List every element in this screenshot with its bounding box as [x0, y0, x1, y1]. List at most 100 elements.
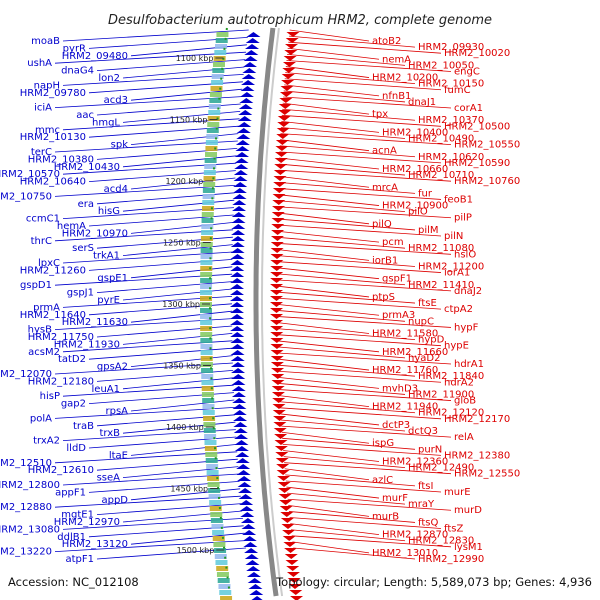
gene-label: atpF1	[65, 554, 94, 565]
gene-label: pcm	[382, 237, 404, 248]
gene-connector	[276, 291, 416, 304]
gene-connector	[276, 242, 452, 255]
gene-label: azlC	[372, 475, 393, 486]
gene-connector	[287, 498, 452, 511]
gene-label: nemA	[382, 54, 411, 65]
gene-label: HRM2_12490	[408, 463, 474, 474]
gene-label: acd4	[104, 184, 128, 195]
gene-label: iorB1	[372, 255, 398, 266]
gene-label: gloB	[454, 396, 476, 407]
gene-label: pilM	[418, 225, 439, 236]
gene-connector	[276, 340, 380, 353]
gene-label: HRM2_12070	[0, 369, 52, 380]
gene-connector	[130, 133, 239, 145]
gene-connector	[276, 224, 442, 237]
gene-label: lysM1	[454, 542, 483, 553]
gene-label: tpx	[372, 109, 388, 120]
gene-label: atoB2	[372, 36, 401, 47]
gene-label: HRM2_11630	[62, 317, 128, 328]
gene-connector	[279, 145, 416, 158]
scale-tick-label: 1500 kbp	[177, 546, 215, 555]
gene-label: HRM2_10760	[454, 176, 520, 187]
gene-label: HRM2_12120	[418, 408, 484, 419]
gene-connector	[279, 157, 380, 170]
gene-connector	[281, 114, 442, 127]
gene-connector	[281, 425, 452, 438]
gene-label: sseA	[97, 473, 121, 484]
gene-label: HRM2_11410	[408, 280, 474, 291]
gene-label: dctP3	[382, 420, 410, 431]
gene-label: hslO	[454, 249, 476, 260]
gene-label: HRM2_12830	[408, 536, 474, 547]
gene-connector	[286, 60, 452, 72]
gene-label: lpxC	[38, 258, 60, 269]
gene-label: hdrA1	[454, 359, 484, 370]
gene-connector	[122, 199, 235, 212]
gene-connector	[285, 66, 370, 78]
gene-connector	[293, 547, 416, 560]
gene-label: gspF1	[382, 274, 412, 285]
gene-connector	[122, 66, 245, 79]
gene-label: hmgL	[92, 117, 120, 128]
gene-connector	[122, 333, 233, 345]
gene-connector	[285, 72, 416, 85]
gene-connector	[280, 127, 406, 139]
gene-label: HRM2_13010	[372, 548, 438, 559]
gene-label: HRM2_12970	[54, 517, 120, 528]
gene-label: trxA2	[33, 436, 60, 447]
gene-connector	[280, 413, 380, 426]
gene-label: HRM2_11900	[408, 389, 474, 400]
gene-connector	[278, 376, 380, 389]
gene-label: HRM2_10200	[372, 73, 438, 84]
gene-connector	[130, 488, 241, 501]
gene-connector	[54, 407, 235, 419]
gene-connector	[277, 200, 406, 213]
gene-label: HRM2_13120	[62, 539, 128, 550]
gene-label: pyrR	[63, 43, 86, 54]
gene-connector	[275, 279, 452, 292]
gene-label: hypD	[418, 335, 445, 346]
gene-label: ddlB1	[57, 532, 86, 543]
gene-connector	[278, 163, 406, 176]
gene-label: HRM2_10590	[444, 158, 510, 169]
gene-connector	[286, 492, 406, 505]
gene-connector	[279, 151, 442, 164]
gene-label: prmA3	[382, 310, 415, 321]
gene-connector	[276, 218, 416, 231]
gene-label: era	[78, 199, 94, 210]
gene-label: polA	[30, 413, 52, 424]
gene-label: ccmC1	[26, 214, 60, 225]
scale-tick-label: 1200 kbp	[166, 177, 204, 186]
gene-connector	[285, 474, 416, 487]
gene-label: HRM2_12550	[454, 469, 520, 480]
gene-label: HRM2_10500	[444, 121, 510, 132]
gene-connector	[288, 35, 416, 48]
gene-label: HRM2_11580	[372, 329, 438, 340]
gene-label: HRM2_10400	[382, 127, 448, 138]
gene-label: traB	[73, 421, 94, 432]
gene-label: gspE1	[97, 273, 128, 284]
scale-tick-label: 1350 kbp	[163, 362, 201, 371]
gene-label: ftsI	[418, 481, 433, 492]
gene-connector	[276, 212, 370, 225]
gene-label: leuA1	[92, 384, 120, 395]
gene-label: HRM2_12800	[0, 480, 60, 491]
gene-connector	[282, 102, 370, 115]
gene-label: HRM2_10620	[418, 152, 484, 163]
accession-text: Accession: NC_012108	[8, 575, 139, 589]
gene-label: HRM2_12610	[28, 465, 94, 476]
gene-label: terC	[31, 147, 52, 158]
kbp-scale: 1100 kbp 1150 kbp 1200 kbp 1250 kbp 1300 kbp…	[162, 27, 232, 597]
gene-label: HRM2_13220	[0, 547, 52, 558]
gene-label: murE	[444, 487, 471, 498]
gene-label: appD	[101, 495, 128, 506]
gene-label: purN	[418, 444, 442, 455]
gene-label: HRM2_11750	[28, 332, 94, 343]
gene-connector	[283, 96, 452, 109]
scale-tick-label: 1150 kbp	[170, 116, 208, 125]
gene-connector	[281, 431, 370, 444]
gene-label: HRM2_11840	[418, 371, 484, 382]
gene-label: HRM2_12990	[418, 554, 484, 565]
gene-connector	[62, 251, 233, 264]
gene-connector	[122, 244, 233, 256]
